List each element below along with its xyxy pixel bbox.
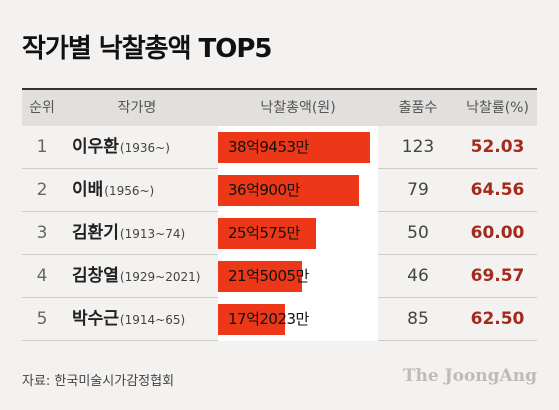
count-cell: 85 [407,309,429,329]
rank-cell: 5 [36,309,48,329]
table-row: 1 이우환(1936~) 38억9453만 123 52.03 [22,126,537,169]
amount-cell: 36억900만 [218,169,378,212]
header-amount: 낙찰총액(원) [260,100,336,116]
amount-label: 21억5005만 [228,267,309,285]
artist-cell: 박수근(1914~65) [72,298,222,341]
rank-cell: 4 [36,266,48,286]
artist-name: 박수근 [72,309,119,329]
table-row: 4 김창열(1929~2021) 21억5005만 46 69.57 [22,255,537,298]
table-row: 5 박수근(1914~65) 17억2023만 85 62.50 [22,298,537,341]
rate-cell: 52.03 [470,137,525,157]
amount-label: 17억2023만 [228,310,309,328]
table-row: 3 김환기(1913~74) 25억575만 50 60.00 [22,212,537,255]
count-cell: 50 [407,223,429,243]
artist-years: (1914~65) [119,313,186,327]
amount-bar [218,304,285,335]
artist-years: (1929~2021) [119,270,201,284]
artist-years: (1956~) [104,184,155,198]
artist-years: (1936~) [119,141,170,155]
count-cell: 79 [407,180,429,200]
amount-cell: 21억5005만 [218,255,378,298]
amount-label: 36억900만 [228,181,300,199]
rate-cell: 62.50 [470,309,525,329]
rate-cell: 60.00 [470,223,525,243]
source-note: 자료: 한국미술시가감정협회 [22,374,175,389]
table-row: 2 이배(1956~) 36억900만 79 64.56 [22,169,537,212]
artist-cell: 김환기(1913~74) [72,212,222,255]
count-cell: 46 [407,266,429,286]
artist-cell: 김창열(1929~2021) [72,255,222,298]
count-cell: 123 [401,137,435,157]
amount-bar [218,218,316,249]
artist-cell: 이배(1956~) [72,169,222,212]
rate-cell: 64.56 [470,180,525,200]
artist-name: 이우환 [72,137,119,157]
artist-cell: 이우환(1936~) [72,126,222,169]
chart-title: 작가별 낙찰총액 TOP5 [22,34,273,64]
publisher-logo: The JoongAng [402,366,537,386]
amount-bar [218,261,302,292]
amount-cell: 38억9453만 [218,126,378,169]
header-count: 출품수 [398,100,438,116]
amount-label: 38억9453만 [228,138,309,156]
artist-name: 김창열 [72,266,119,286]
rank-cell: 2 [36,180,48,200]
artist-name: 이배 [72,180,104,200]
amount-cell: 25억575만 [218,212,378,255]
header-rank: 순위 [29,100,55,116]
amount-bar [218,132,370,163]
amount-cell: 17억2023만 [218,298,378,341]
artist-name: 김환기 [72,223,119,243]
rate-cell: 69.57 [470,266,525,286]
header-rate: 낙찰률(%) [466,100,529,116]
amount-label: 25억575만 [228,224,300,242]
rank-cell: 1 [36,137,48,157]
header-artist: 작가명 [117,100,157,116]
artist-years: (1913~74) [119,227,186,241]
table-header: 순위 작가명 낙찰총액(원) 출품수 낙찰률(%) [22,90,537,126]
rank-cell: 3 [36,223,48,243]
amount-bar [218,175,359,206]
table-top-rule [22,88,537,90]
